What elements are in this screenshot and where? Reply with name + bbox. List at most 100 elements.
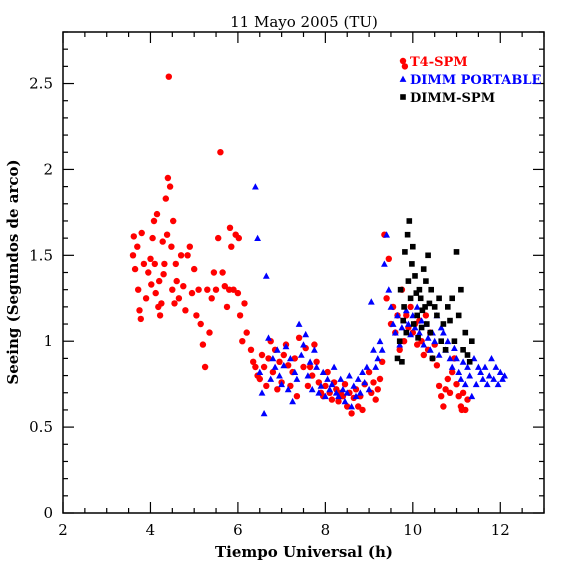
y-tick-label: 1.5 xyxy=(29,246,53,264)
data-point xyxy=(304,372,312,379)
data-point xyxy=(354,375,362,382)
data-point xyxy=(269,355,277,362)
data-point xyxy=(394,312,401,319)
x-tick-label: 4 xyxy=(146,521,156,539)
data-point xyxy=(359,406,366,414)
x-tick-label: 6 xyxy=(233,521,243,539)
data-point xyxy=(462,329,469,336)
data-point xyxy=(416,329,423,336)
legend-item-dimm-portable: DIMM PORTABLE xyxy=(399,73,542,88)
data-point xyxy=(226,224,234,231)
y-tick-label: 2.5 xyxy=(29,75,53,93)
data-point xyxy=(363,363,371,370)
data-point xyxy=(372,363,380,370)
data-point xyxy=(361,379,369,386)
data-point xyxy=(309,372,316,379)
data-point xyxy=(175,295,183,302)
data-point xyxy=(163,231,171,238)
data-point xyxy=(383,295,390,302)
data-point xyxy=(400,317,406,324)
data-point xyxy=(304,382,312,390)
data-point xyxy=(365,385,373,393)
data-point xyxy=(297,351,305,358)
legend-label: DIMM PORTABLE xyxy=(410,73,542,88)
data-point xyxy=(466,359,473,365)
data-point xyxy=(428,286,434,293)
data-point xyxy=(397,286,404,293)
data-point xyxy=(265,334,272,341)
data-point xyxy=(311,346,318,353)
data-point xyxy=(319,368,327,375)
data-point xyxy=(217,149,224,156)
data-point xyxy=(193,312,200,319)
data-point xyxy=(416,286,423,293)
data-point xyxy=(191,265,198,273)
data-point xyxy=(469,338,475,344)
data-point xyxy=(374,355,382,362)
data-point xyxy=(472,380,480,388)
data-point xyxy=(455,312,462,319)
data-point xyxy=(324,375,331,382)
data-point xyxy=(339,385,347,393)
data-point xyxy=(407,295,414,302)
data-point xyxy=(415,335,421,341)
data-point xyxy=(407,330,414,338)
data-point xyxy=(168,243,175,250)
data-point xyxy=(419,307,426,314)
data-point xyxy=(313,363,320,370)
data-point xyxy=(311,341,318,348)
data-point xyxy=(204,286,211,293)
data-point xyxy=(433,362,441,369)
chart-title: 11 Mayo 2005 (TU) xyxy=(230,13,378,31)
data-point xyxy=(243,329,250,336)
y-tick-label: 0.5 xyxy=(29,418,53,436)
data-point xyxy=(291,355,298,362)
x-tick-label: 2 xyxy=(58,521,68,539)
data-point xyxy=(431,304,438,310)
data-point xyxy=(293,393,301,400)
data-point xyxy=(348,410,355,417)
data-point xyxy=(391,329,399,336)
data-point xyxy=(352,392,360,400)
data-point xyxy=(412,273,418,279)
data-point xyxy=(407,303,414,311)
data-point xyxy=(326,385,334,393)
data-point xyxy=(429,355,436,362)
data-point xyxy=(324,368,331,376)
data-point xyxy=(466,372,474,379)
data-point xyxy=(378,346,386,353)
data-point xyxy=(223,303,231,311)
data-point xyxy=(464,352,471,358)
data-point xyxy=(285,362,292,369)
data-point xyxy=(252,183,259,190)
data-point xyxy=(335,392,342,400)
data-point xyxy=(287,355,294,362)
data-point xyxy=(293,375,301,382)
data-point xyxy=(130,233,137,240)
data-point xyxy=(159,238,166,245)
data-point xyxy=(333,386,340,393)
data-point xyxy=(418,317,425,324)
data-point xyxy=(337,375,345,382)
data-point xyxy=(180,283,187,290)
data-point xyxy=(483,380,491,388)
data-point xyxy=(149,234,156,242)
data-point xyxy=(431,337,439,345)
data-point xyxy=(276,372,283,379)
data-point xyxy=(341,397,349,405)
data-point xyxy=(396,346,403,353)
data-point xyxy=(475,363,482,370)
data-point xyxy=(215,234,222,242)
data-point xyxy=(282,343,290,350)
data-point xyxy=(289,397,296,405)
legend: T4-SPM DIMM PORTABLE DIMM-SPM xyxy=(399,55,542,106)
data-point xyxy=(306,358,314,365)
data-point xyxy=(234,289,242,297)
data-point xyxy=(153,210,161,218)
data-point xyxy=(228,243,235,250)
data-point xyxy=(254,234,261,241)
data-point xyxy=(140,260,148,268)
data-point xyxy=(212,286,220,293)
data-point xyxy=(262,272,270,279)
data-point xyxy=(383,231,390,238)
